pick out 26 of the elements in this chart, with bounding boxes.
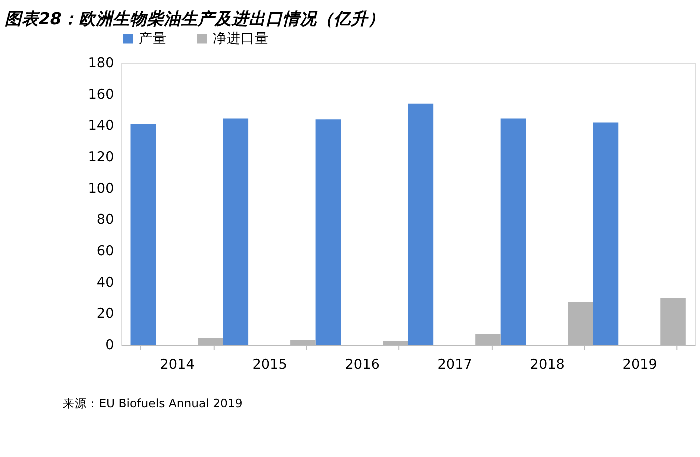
x-tick-label: 2014 (160, 356, 195, 373)
legend-label: 净进口量 (212, 30, 269, 47)
x-tick-label: 2018 (530, 356, 565, 373)
bar (500, 118, 526, 346)
y-tick-label: 60 (96, 244, 114, 260)
y-tick-label: 100 (88, 180, 114, 197)
y-tick-label: 80 (96, 212, 114, 228)
y-tick-label: 140 (88, 118, 114, 134)
x-tick-label: 2015 (252, 356, 288, 373)
y-tick-label: 0 (106, 338, 114, 354)
x-tick-label: 2017 (438, 356, 472, 373)
bar (223, 118, 249, 346)
y-tick-label: 180 (88, 56, 114, 72)
bar (316, 120, 342, 346)
chart-title: 图表28：欧洲生物柴油生产及进出口情况（亿升） (4, 9, 385, 28)
y-tick-label: 20 (96, 306, 114, 322)
y-tick-label: 160 (88, 86, 114, 103)
x-tick-label: 2019 (622, 356, 658, 373)
bar (408, 104, 434, 346)
y-tick-label: 120 (88, 150, 114, 166)
y-tick-label: 40 (96, 274, 114, 291)
source-note: 来源：EU Biofuels Annual 2019 (63, 396, 243, 410)
bar (130, 124, 156, 346)
bar (593, 122, 619, 346)
legend-label: 产量 (139, 30, 168, 47)
x-tick-label: 2016 (345, 356, 380, 373)
